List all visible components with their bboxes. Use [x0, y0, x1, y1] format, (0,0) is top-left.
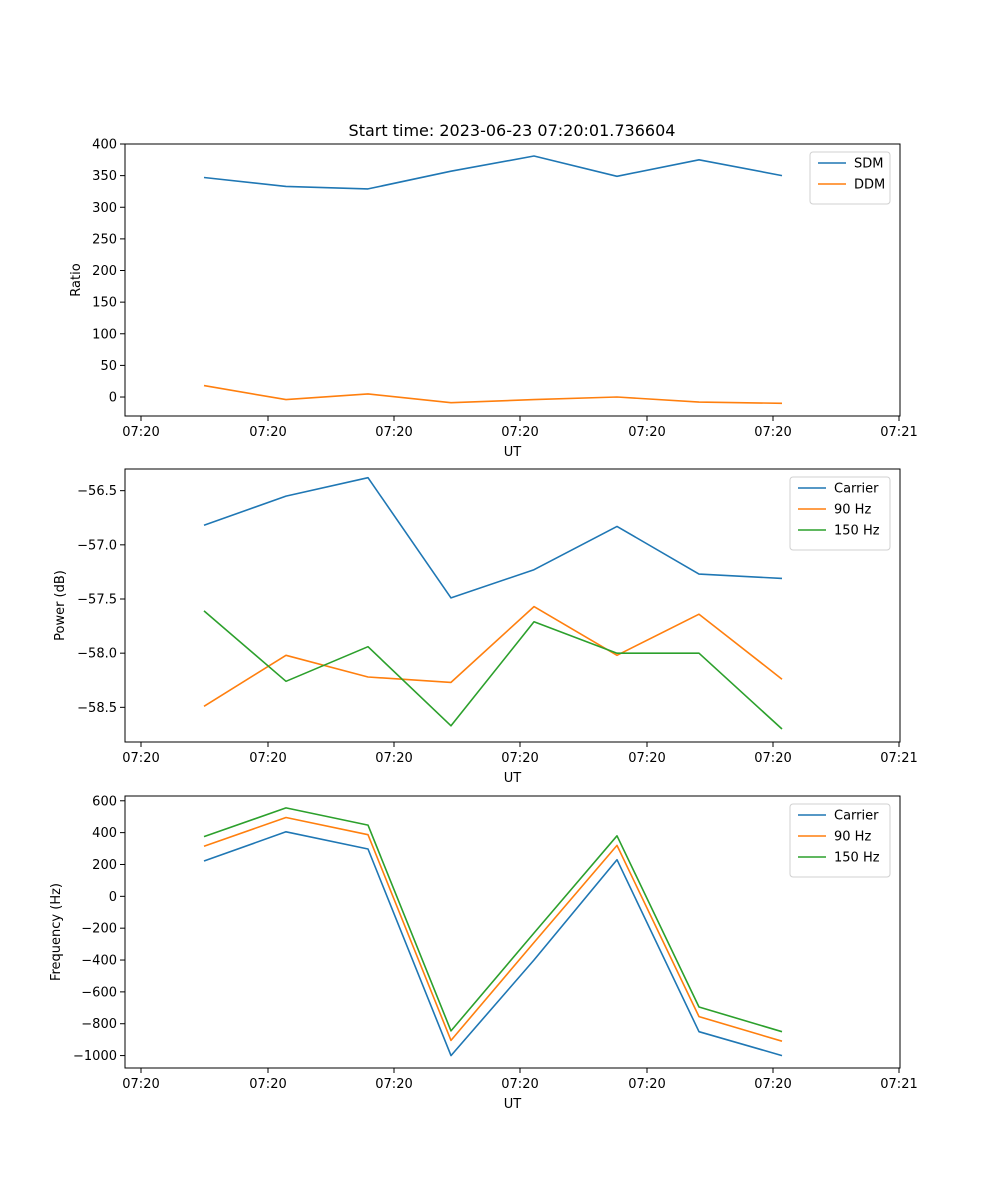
figure-title: Start time: 2023-06-23 07:20:01.736604 — [349, 121, 676, 140]
ratio-plot-frame — [124, 143, 901, 417]
frequency-y-tick-label: −600 — [81, 985, 117, 1000]
frequency-series-line-0 — [203, 830, 783, 1057]
power-legend-label-0: Carrier — [834, 482, 879, 497]
power-x-tick-label: 07:20 — [501, 751, 538, 766]
ratio-x-tick-label: 07:20 — [249, 425, 286, 440]
ratio-series-line-1 — [203, 384, 783, 405]
power-y-tick-label: −57.5 — [77, 593, 117, 608]
power-legend-label-2: 150 Hz — [834, 524, 880, 539]
power-x-tick-label: 07:20 — [249, 751, 286, 766]
ratio-panel: 07:20 07:20 07:20 07:20 07:20 07:20 07:21 0 50 10… — [69, 138, 918, 461]
power-y-axis-title: Power (dB) — [53, 570, 68, 641]
ratio-y-tick-label: 100 — [92, 327, 117, 342]
ratio-y-tick-label: 200 — [92, 264, 117, 279]
power-x-tick-label: 07:20 — [122, 751, 159, 766]
frequency-x-tick-label: 07:21 — [880, 1077, 917, 1092]
ratio-legend-label-0: SDM — [854, 157, 883, 172]
ratio-x-tick-label: 07:21 — [880, 425, 917, 440]
frequency-y-tick-label: −400 — [81, 954, 117, 969]
power-y-tick-label: −58.5 — [77, 701, 117, 716]
frequency-legend-box — [789, 803, 891, 878]
frequency-x-tick-label: 07:20 — [754, 1077, 791, 1092]
power-y-tick-label: −56.5 — [77, 484, 117, 499]
frequency-legend-label-0: Carrier — [834, 809, 879, 824]
power-x-tick-label: 07:20 — [375, 751, 412, 766]
frequency-series-line-2 — [203, 807, 783, 1033]
frequency-y-tick-label: −1000 — [73, 1049, 117, 1064]
frequency-y-tick-label: 400 — [92, 826, 117, 841]
ratio-y-tick-label: 150 — [92, 296, 117, 311]
power-series-line-1 — [203, 605, 783, 707]
ratio-y-tick-label: 50 — [100, 359, 117, 374]
frequency-x-tick-label: 07:20 — [628, 1077, 665, 1092]
power-x-tick-label: 07:21 — [880, 751, 917, 766]
ratio-x-axis-title: UT — [504, 445, 522, 460]
ratio-x-tick-label: 07:20 — [754, 425, 791, 440]
power-y-tick-label: −57.0 — [77, 538, 117, 553]
frequency-x-tick-label: 07:20 — [122, 1077, 159, 1092]
ratio-y-tick-label: 250 — [92, 232, 117, 247]
frequency-panel: 07:20 07:20 07:20 07:20 07:20 07:20 07:21 −1000… — [49, 794, 918, 1112]
power-series-line-0 — [203, 476, 783, 599]
ratio-x-tick-label: 07:20 — [122, 425, 159, 440]
frequency-x-tick-label: 07:20 — [375, 1077, 412, 1092]
frequency-y-tick-label: −800 — [81, 1017, 117, 1032]
frequency-y-axis-title: Frequency (Hz) — [49, 883, 64, 981]
ratio-y-tick-label: 300 — [92, 201, 117, 216]
ratio-legend-label-1: DDM — [854, 178, 885, 193]
frequency-legend-label-1: 90 Hz — [834, 830, 871, 845]
power-panel: 07:20 07:20 07:20 07:20 07:20 07:20 07:21 −58.5… — [53, 468, 918, 786]
frequency-y-tick-label: −200 — [81, 922, 117, 937]
power-y-tick-label: −58.0 — [77, 647, 117, 662]
power-legend-label-1: 90 Hz — [834, 503, 871, 518]
ratio-legend-box — [809, 151, 891, 205]
frequency-y-tick-label: 200 — [92, 858, 117, 873]
ratio-x-tick-label: 07:20 — [628, 425, 665, 440]
ratio-y-tick-label: 350 — [92, 169, 117, 184]
ratio-y-tick-label: 0 — [109, 391, 117, 406]
power-x-tick-label: 07:20 — [628, 751, 665, 766]
frequency-x-axis-title: UT — [504, 1097, 522, 1112]
power-x-tick-label: 07:20 — [754, 751, 791, 766]
frequency-y-tick-label: 600 — [92, 794, 117, 809]
frequency-x-tick-label: 07:20 — [501, 1077, 538, 1092]
frequency-y-tick-label: 0 — [109, 890, 117, 905]
ratio-x-tick-label: 07:20 — [501, 425, 538, 440]
ratio-y-axis-title: Ratio — [69, 263, 84, 296]
power-legend-box — [789, 476, 891, 551]
ratio-series-line-0 — [203, 155, 783, 190]
power-series-line-2 — [203, 610, 783, 730]
ratio-y-tick-label: 400 — [92, 138, 117, 153]
frequency-series-line-1 — [203, 816, 783, 1042]
frequency-plot-frame — [124, 795, 901, 1069]
frequency-x-tick-label: 07:20 — [249, 1077, 286, 1092]
frequency-legend-label-2: 150 Hz — [834, 851, 880, 866]
power-plot-frame — [124, 468, 901, 743]
power-x-axis-title: UT — [504, 771, 522, 786]
ratio-x-tick-label: 07:20 — [375, 425, 412, 440]
